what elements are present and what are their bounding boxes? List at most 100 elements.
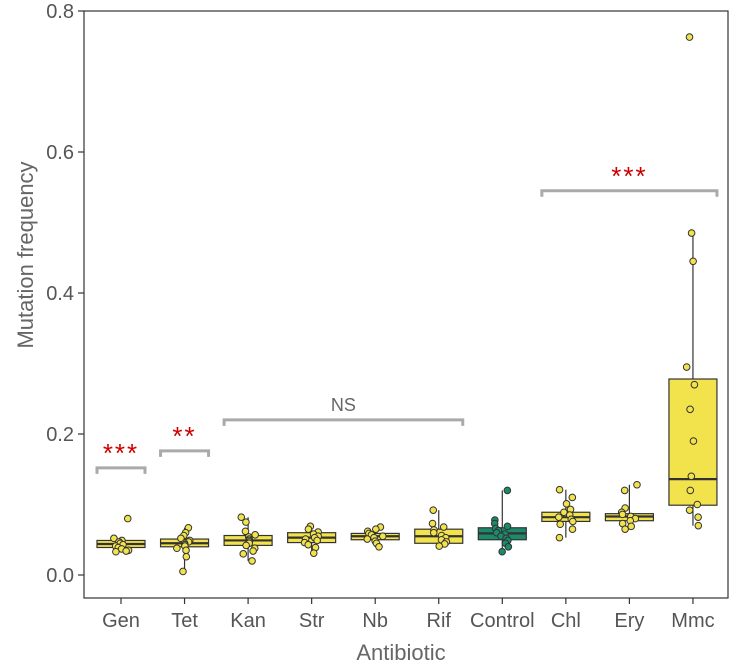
- x-tick-label: Chl: [551, 610, 581, 632]
- data-point: [555, 485, 564, 494]
- y-axis: 0.0 0.2 0.4 0.6 0.8: [46, 1, 84, 587]
- data-point: [689, 437, 698, 445]
- data-point: [568, 525, 577, 533]
- x-tick-label: Tet: [171, 610, 198, 632]
- data-point: [685, 33, 694, 41]
- data-point: [241, 527, 250, 536]
- x-tick-label: Control: [470, 610, 534, 632]
- x-axis-title: Antibiotic: [356, 640, 445, 665]
- points-rif: [428, 506, 451, 550]
- data-point: [428, 519, 437, 528]
- data-point: [618, 510, 627, 519]
- data-point: [554, 513, 563, 521]
- data-point: [112, 547, 120, 556]
- data-point: [122, 547, 130, 555]
- data-point: [685, 506, 694, 514]
- data-point: [498, 547, 506, 556]
- data-point: [123, 514, 132, 523]
- data-point: [503, 522, 512, 531]
- data-point: [621, 525, 629, 533]
- x-axis: Gen Tet Kan Str Nb Rif Control Chl Ery Mmc: [102, 598, 715, 632]
- points-control: [490, 486, 513, 556]
- data-point: [182, 552, 191, 561]
- data-point: [242, 541, 250, 550]
- data-point: [439, 523, 448, 531]
- points-nb: [363, 523, 387, 551]
- data-point: [309, 549, 318, 557]
- data-point: [249, 547, 257, 555]
- data-point: [627, 522, 635, 531]
- data-point: [251, 531, 259, 539]
- point-series: [110, 33, 703, 576]
- x-tick-label: Kan: [230, 610, 266, 632]
- data-point: [372, 525, 380, 533]
- data-point: [694, 513, 702, 521]
- y-tick-label: 0.2: [46, 424, 74, 446]
- significance-label: **: [172, 421, 196, 451]
- data-point: [503, 486, 512, 495]
- data-point: [687, 229, 696, 237]
- data-point: [504, 543, 513, 551]
- data-point: [562, 499, 571, 508]
- data-point: [568, 493, 577, 502]
- significance-bracket: [95, 466, 147, 474]
- data-point: [248, 557, 256, 565]
- y-tick-label: 0.8: [46, 1, 74, 23]
- data-point: [237, 513, 246, 521]
- significance-chl-mmc: ***: [540, 161, 719, 197]
- x-tick-label: Str: [299, 610, 325, 632]
- data-point: [375, 543, 383, 551]
- data-point: [429, 528, 438, 537]
- data-point: [304, 525, 313, 533]
- points-tet: [173, 523, 194, 576]
- plot-panel: [83, 10, 729, 599]
- y-axis-title: Mutation frequency: [13, 161, 38, 348]
- data-point: [556, 520, 565, 529]
- y-tick-label: 0.0: [46, 565, 74, 587]
- data-point: [173, 544, 181, 553]
- data-point: [179, 567, 187, 576]
- significance-bracket: [159, 449, 211, 457]
- data-point: [690, 380, 699, 389]
- y-tick-label: 0.6: [46, 142, 74, 164]
- x-tick-label: Rif: [427, 610, 452, 632]
- data-point: [689, 257, 697, 266]
- points-mmc: [682, 33, 703, 530]
- x-tick-label: Nb: [362, 610, 388, 632]
- significance-annotations: *****NS***: [95, 161, 719, 474]
- data-point: [694, 521, 703, 530]
- data-point: [363, 535, 372, 543]
- points-ery: [617, 480, 641, 533]
- data-point: [242, 518, 250, 526]
- points-chl: [554, 485, 577, 542]
- x-tick-label: Ery: [614, 610, 644, 632]
- significance-label: NS: [331, 395, 356, 415]
- data-point: [429, 506, 438, 514]
- significance-label: ***: [103, 438, 139, 468]
- data-point: [177, 534, 185, 543]
- data-point: [239, 550, 248, 558]
- data-point: [378, 532, 387, 541]
- data-point: [620, 486, 629, 495]
- significance-tet-tet: **: [159, 421, 211, 457]
- data-point: [633, 480, 641, 489]
- data-point: [682, 363, 691, 371]
- significance-bracket: [222, 418, 465, 426]
- data-point: [686, 405, 694, 414]
- data-point: [693, 500, 702, 509]
- data-point: [304, 540, 313, 549]
- significance-gen-gen: ***: [95, 438, 147, 474]
- significance-label: ***: [611, 161, 647, 191]
- x-tick-label: Gen: [102, 610, 140, 632]
- data-point: [569, 517, 577, 526]
- data-point: [687, 472, 696, 481]
- significance-bracket: [540, 189, 719, 197]
- y-tick-label: 0.4: [46, 283, 74, 305]
- data-point: [435, 542, 443, 550]
- points-gen: [110, 514, 133, 556]
- data-point: [110, 534, 118, 543]
- data-point: [560, 508, 568, 517]
- data-point: [182, 546, 190, 555]
- x-tick-label: Mmc: [671, 610, 714, 632]
